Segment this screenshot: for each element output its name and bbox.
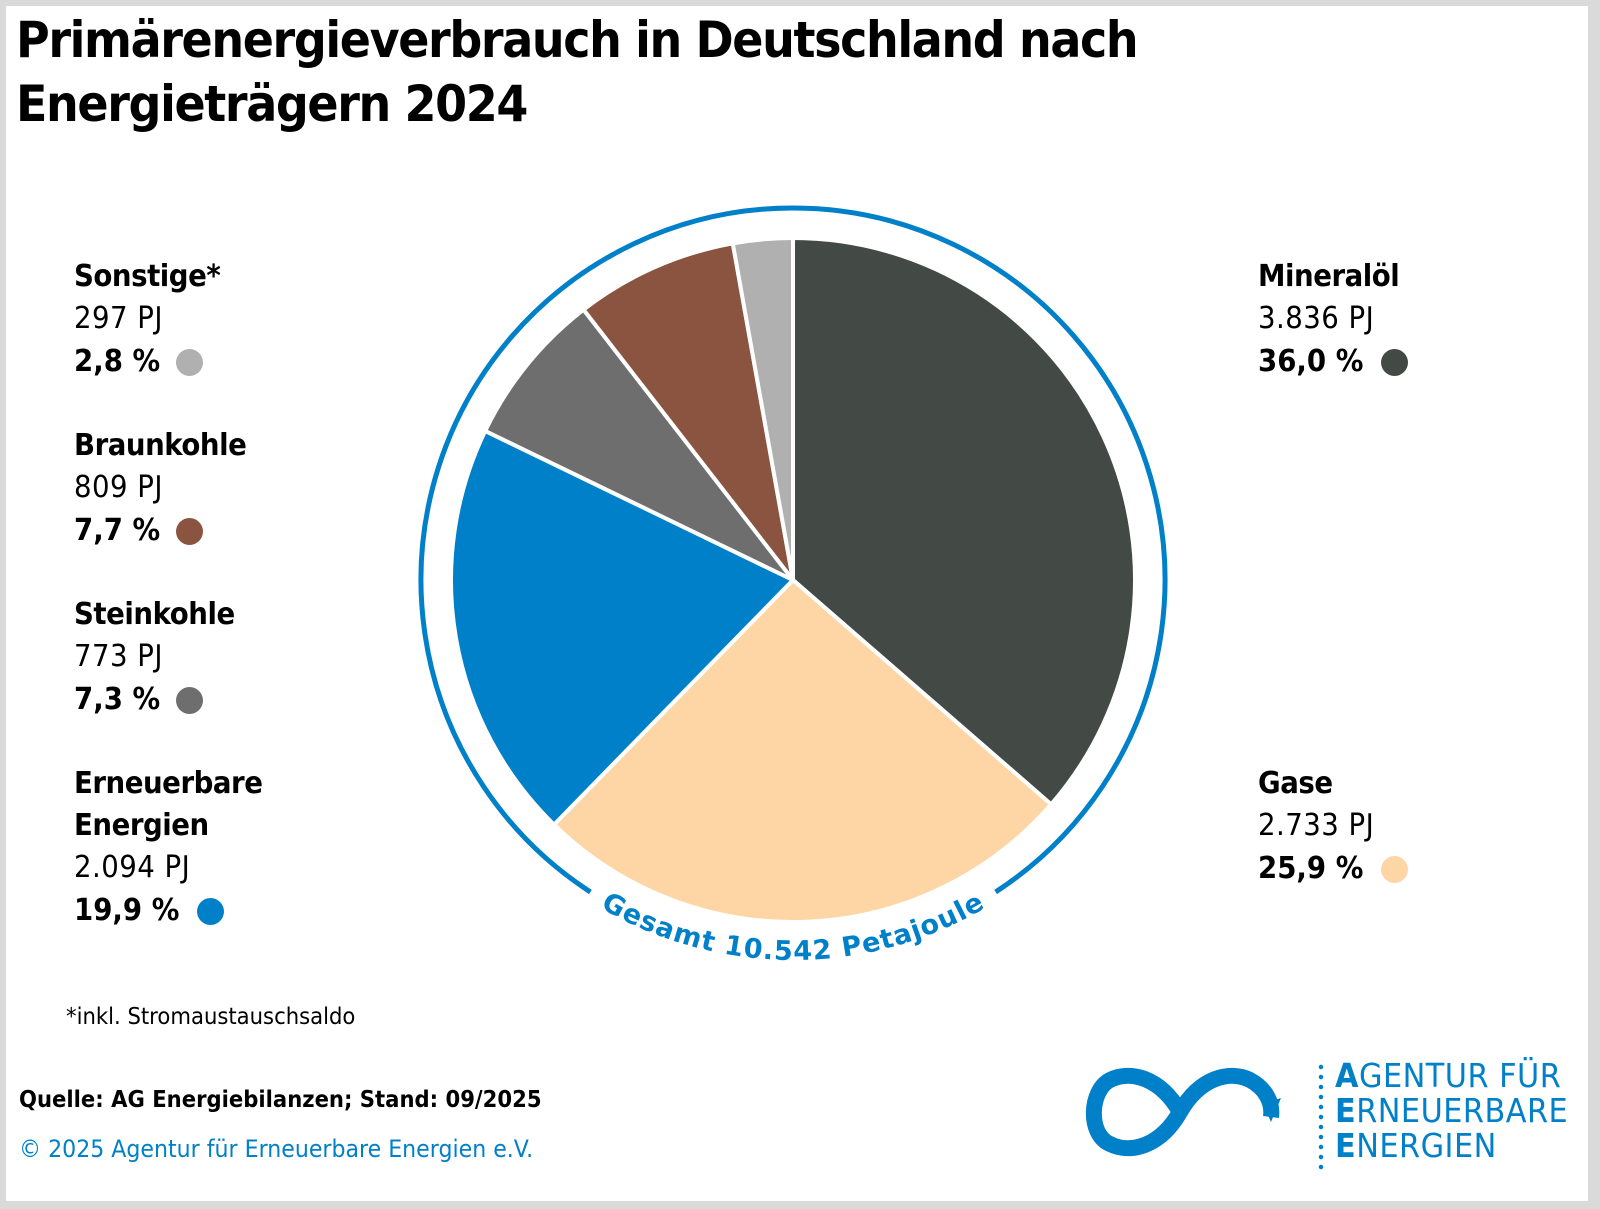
total-ring	[418, 205, 1168, 895]
logo-text: GENTUR FÜR	[1358, 1056, 1562, 1095]
legend-label-line-1: Erneuerbare	[74, 766, 263, 801]
pie-slices	[449, 236, 1138, 924]
legend-percent: 2,8 %	[74, 344, 161, 379]
logo-text: NERGIEN	[1356, 1126, 1497, 1165]
legend-value: 3.836 PJ	[1258, 301, 1375, 336]
legend-item-braunkohle: Braunkohle 809 PJ 7,7 %	[74, 425, 261, 553]
infinity-arrow-icon	[1085, 1067, 1281, 1157]
legend-percent: 25,9 %	[1258, 851, 1364, 886]
title-line-1: Primärenergieverbrauch in Deutschland na…	[16, 11, 1139, 69]
logo-divider	[1318, 1062, 1324, 1170]
legend-label: Gase	[1258, 766, 1333, 801]
copyright-note: © 2025 Agentur für Erneuerbare Energien …	[19, 1135, 534, 1163]
source-note: Quelle: AG Energiebilanzen; Stand: 09/20…	[19, 1087, 542, 1113]
legend-item-steinkohle: Steinkohle 773 PJ 7,3 %	[74, 594, 249, 722]
pie-slice-steinkohle	[483, 307, 795, 582]
pie-slice-erneuerbare-energien	[449, 428, 795, 827]
legend-color-dot-icon	[175, 686, 203, 714]
legend-color-dot-icon	[196, 897, 224, 925]
legend-label: Steinkohle	[74, 597, 235, 632]
legend-percent: 7,7 %	[74, 513, 161, 548]
logo-initial: E	[1335, 1091, 1357, 1130]
title-line-2: Energieträgern 2024	[16, 75, 528, 133]
pie-slice-braunkohle	[581, 241, 795, 582]
legend-color-dot-icon	[1380, 855, 1408, 883]
legend-item-sonstige: Sonstige* 297 PJ 2,8 %	[74, 256, 233, 384]
legend-item-erneuerbare: Erneuerbare Energien 2.094 PJ 19,9 %	[74, 763, 279, 933]
legend-label: Braunkohle	[74, 428, 247, 463]
legend-value: 2.094 PJ	[74, 850, 191, 885]
logo-initial: E	[1335, 1126, 1357, 1165]
logo-initial: A	[1335, 1056, 1359, 1095]
legend-value: 297 PJ	[74, 301, 164, 336]
pie-slice-sonstige	[730, 236, 795, 582]
chart-title: Primärenergieverbrauch in Deutschland na…	[16, 8, 1304, 136]
legend-item-mineraloel: Mineralöl 3.836 PJ 36,0 %	[1258, 256, 1412, 384]
legend-label-line-2: Energien	[74, 808, 209, 843]
footnote: *inkl. Stromaustauschsaldo	[66, 1004, 356, 1030]
logo-wordmark: AGENTUR FÜR ERNEUERBARE ENERGIEN	[1335, 1058, 1568, 1163]
legend-percent: 19,9 %	[74, 893, 180, 928]
pie-slice-mineralöl	[791, 236, 1138, 807]
legend-item-gase: Gase 2.733 PJ 25,9 %	[1258, 763, 1408, 891]
logo-text: RNEUERBARE	[1356, 1091, 1569, 1130]
legend-value: 2.733 PJ	[1258, 808, 1375, 843]
legend-percent: 7,3 %	[74, 682, 161, 717]
legend-label: Mineralöl	[1258, 259, 1400, 294]
pie-slice-gase	[552, 578, 1054, 924]
legend-color-dot-icon	[175, 517, 203, 545]
legend-value: 773 PJ	[74, 639, 164, 674]
legend-label: Sonstige*	[74, 259, 221, 294]
legend-color-dot-icon	[175, 348, 203, 376]
legend-value: 809 PJ	[74, 470, 164, 505]
legend-color-dot-icon	[1380, 348, 1408, 376]
legend-percent: 36,0 %	[1258, 344, 1364, 379]
